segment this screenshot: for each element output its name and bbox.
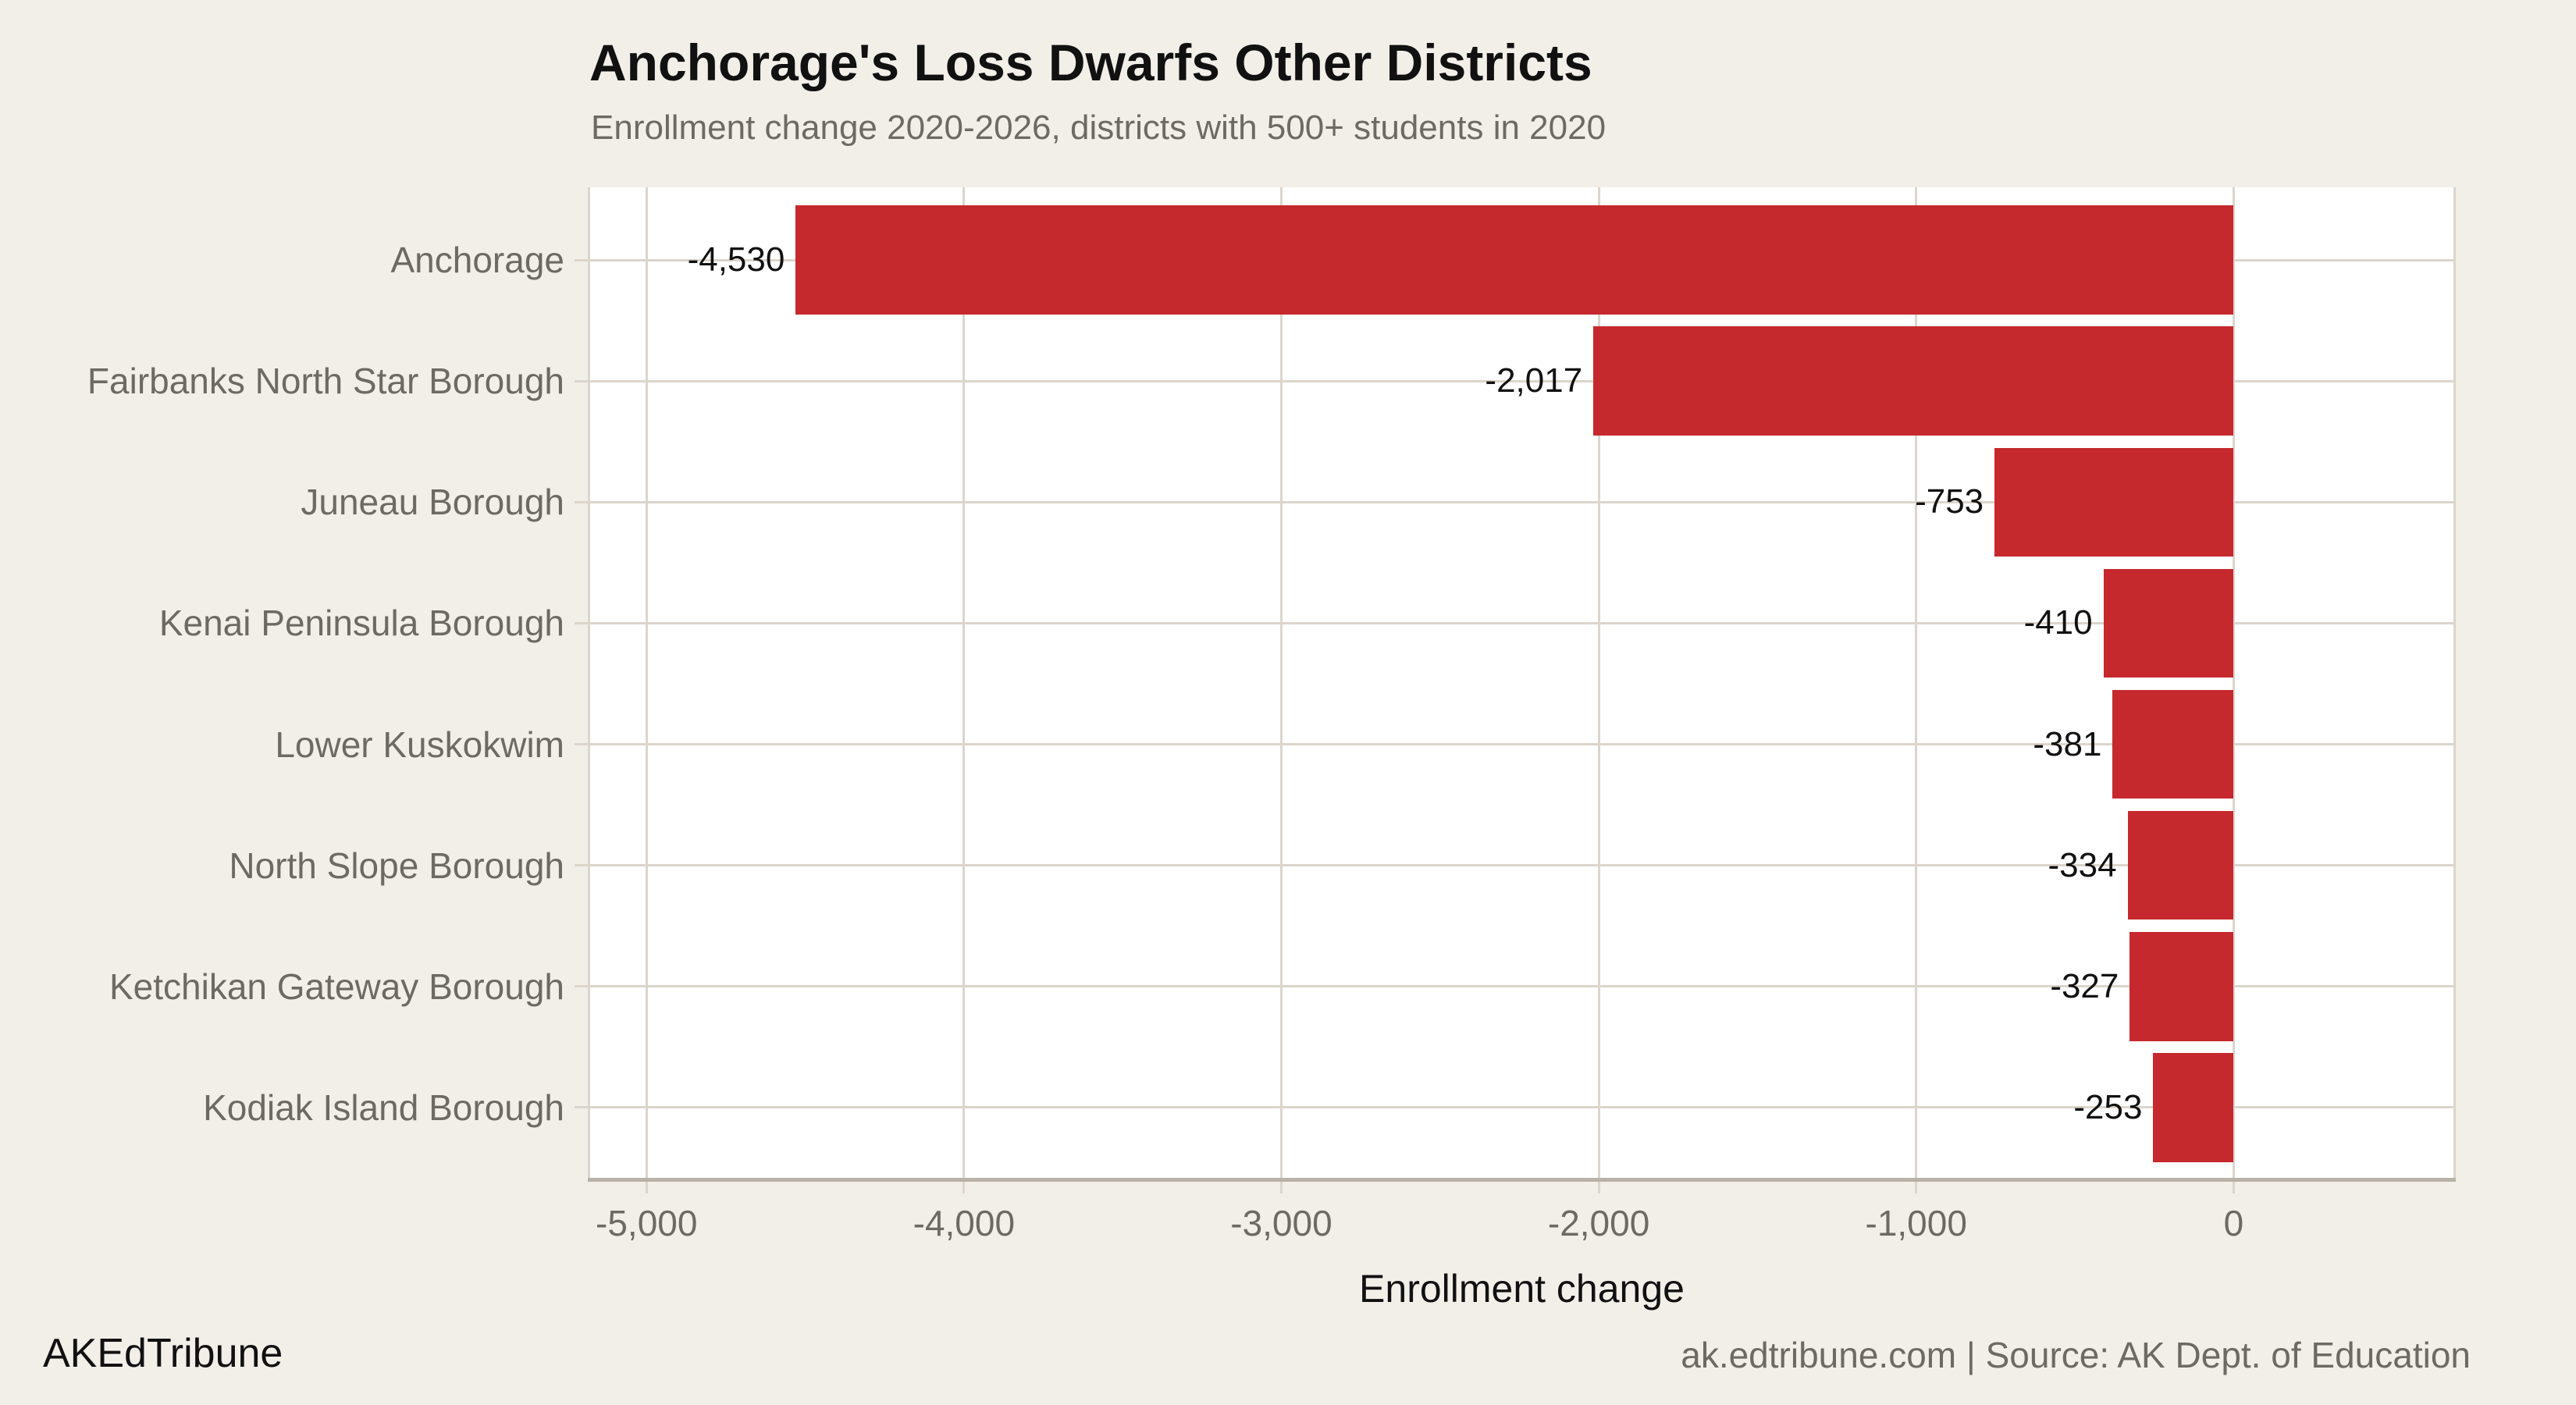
bar-anchorage (795, 205, 2234, 315)
plot-area: -5,000 -4,000 -3,000 -2,000 -1,000 0 -4,530 Anc… (87, 187, 2456, 1241)
y-axis-tick (575, 500, 588, 503)
bar-value-label: -334 (2048, 845, 2117, 884)
y-axis-tick (575, 258, 588, 261)
y-axis-label: Ketchikan Gateway Borough (109, 966, 564, 1007)
gridline-x (645, 187, 648, 1180)
y-axis-label: Anchorage (390, 240, 565, 281)
gridline-x (2232, 187, 2235, 1180)
panel-right-edge (2453, 187, 2456, 1180)
footer-brand: AKEdTribune (43, 1331, 283, 1376)
y-axis-tick (575, 864, 588, 867)
x-tick-label: -3,000 (1230, 1203, 1332, 1243)
x-axis-tick (2232, 1180, 2235, 1193)
footer-source: ak.edtribune.com | Source: AK Dept. of E… (1681, 1335, 2471, 1375)
bar-ketchikan-gateway-borough (2129, 932, 2234, 1041)
y-axis-label: Kodiak Island Borough (203, 1087, 564, 1128)
x-tick-label: -4,000 (913, 1203, 1016, 1243)
gridline-x (1597, 187, 1600, 1180)
bar-value-label: -4,530 (687, 240, 785, 279)
x-tick-label: -2,000 (1547, 1203, 1650, 1243)
gridline-x (1915, 187, 1918, 1180)
y-axis-label: Lower Kuskokwim (275, 724, 564, 765)
y-axis-label: Juneau Borough (301, 482, 564, 523)
x-axis-tick (1279, 1180, 1283, 1193)
gridline-x (962, 187, 966, 1180)
y-axis-line (588, 187, 590, 1180)
x-axis-tick (645, 1180, 648, 1193)
y-axis-label: Kenai Peninsula Borough (158, 603, 564, 644)
chart-title: Anchorage's Loss Dwarfs Other Districts (589, 34, 1592, 91)
bar-juneau-borough (1994, 447, 2234, 557)
x-axis-tick (1597, 1180, 1600, 1193)
bar-value-label: -753 (1915, 482, 1984, 521)
gridline-y (588, 621, 2456, 624)
x-tick-label: 0 (2223, 1203, 2244, 1243)
y-axis-label: Fairbanks North Star Borough (87, 361, 564, 402)
bar-value-label: -253 (2073, 1087, 2143, 1126)
gridline-y (588, 379, 2456, 382)
y-axis-tick (575, 1106, 588, 1109)
gridline-y (588, 743, 2456, 746)
bar-fairbanks-north-star-borough (1593, 326, 2234, 436)
chart-subtitle: Enrollment change 2020-2026, districts w… (591, 108, 1606, 147)
gridline-y (588, 1106, 2456, 1109)
gridline-y (588, 500, 2456, 503)
y-axis-tick (575, 621, 588, 624)
bar-north-slope-borough (2127, 810, 2234, 920)
x-axis-line (588, 1178, 2456, 1182)
y-axis-tick (575, 379, 588, 382)
y-axis-tick (575, 743, 588, 746)
gridline-y (588, 864, 2456, 867)
bar-kodiak-island-borough (2153, 1053, 2234, 1162)
bar-kenai-peninsula-borough (2103, 568, 2234, 678)
bar-value-label: -381 (2033, 724, 2102, 763)
x-axis-tick (1915, 1180, 1918, 1193)
gridline-x (1279, 187, 1283, 1180)
y-axis-label: North Slope Borough (229, 845, 564, 886)
gridline-y (588, 985, 2456, 988)
x-axis-title: Enrollment change (1359, 1267, 1685, 1311)
y-axis-tick (575, 985, 588, 988)
x-tick-label: -1,000 (1865, 1203, 1967, 1243)
x-tick-label: -5,000 (596, 1203, 698, 1243)
bar-value-label: -410 (2023, 603, 2093, 642)
bar-lower-kuskokwim (2112, 689, 2234, 799)
x-axis-tick (962, 1180, 966, 1193)
bar-value-label: -327 (2050, 966, 2119, 1005)
bar-value-label: -2,017 (1485, 361, 1583, 400)
